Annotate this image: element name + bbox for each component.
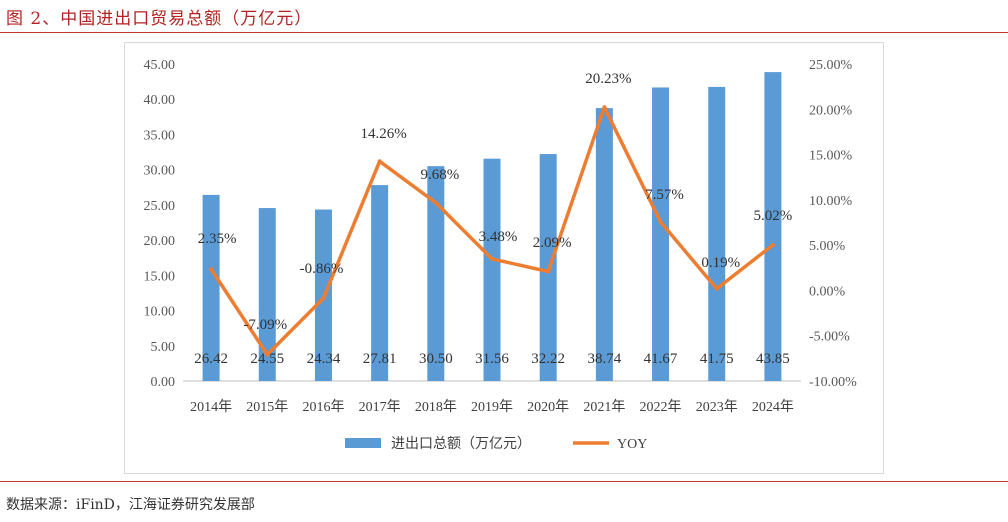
left-axis-tick-label: 5.00 [151,340,176,355]
x-axis-tick-label: 2017年 [359,399,401,415]
x-axis-tick-label: 2019年 [471,399,513,415]
right-axis-tick-label: 20.00% [809,103,853,118]
yoy-point [209,267,214,272]
bar [652,87,670,381]
right-axis-tick-label: 10.00% [809,194,853,209]
bar [708,86,726,381]
x-axis-tick-label: 2015年 [246,399,288,415]
bottom-divider [0,481,1008,482]
yoy-value-label: 5.02% [754,208,793,224]
yoy-value-label: 20.23% [585,71,631,87]
right-axis-tick-label: -10.00% [809,375,857,390]
left-axis-tick-label: 30.00 [144,164,176,179]
yoy-point [658,219,663,224]
bar-value-label: 30.50 [419,351,453,367]
left-axis-tick-label: 45.00 [144,58,176,73]
yoy-point [321,296,326,301]
legend-bar-label: 进出口总额（万亿元） [391,436,531,452]
x-axis-tick-label: 2024年 [752,399,794,415]
x-axis-tick-label: 2022年 [640,399,682,415]
yoy-value-label: 0.19% [701,255,740,271]
right-axis-tick-label: 25.00% [809,58,853,73]
bar-value-label: 43.85 [756,351,790,367]
bar [764,72,782,382]
yoy-value-label: 9.68% [420,167,459,183]
left-axis-tick-label: 10.00 [144,305,176,320]
x-axis-tick-label: 2023年 [696,399,738,415]
x-axis-tick-label: 2014年 [190,399,232,415]
yoy-point [714,286,719,291]
figure-title: 图 2、中国进出口贸易总额（万亿元） [6,9,313,29]
yoy-value-label: 3.48% [479,229,518,245]
yoy-point [770,242,775,247]
left-axis-tick-label: 0.00 [151,375,176,390]
bar [427,166,445,381]
x-axis-tick-label: 2021年 [583,399,625,415]
bar [595,108,613,382]
left-axis-tick-label: 35.00 [144,128,176,143]
trade-chart: 0.00 5.00 10.00 15.00 20.00 25.00 30.00 35.00 40… [144,58,858,452]
bar-value-label: 41.75 [700,351,734,367]
bar-value-label: 26.42 [194,351,228,367]
left-axis-tick-label: 40.00 [144,93,176,108]
left-axis-tick-label: 25.00 [144,199,176,214]
right-axis-tick-label: 15.00% [809,149,853,164]
yoy-point [377,159,382,164]
left-axis-tick-label: 15.00 [144,269,176,284]
bar-value-label: 24.55 [250,351,284,367]
yoy-value-label: 14.26% [361,126,407,142]
top-divider [0,32,1008,33]
yoy-point [265,352,270,357]
bar [483,158,501,381]
bar-value-label: 31.56 [475,351,509,367]
bar [371,185,389,381]
yoy-point [433,200,438,205]
x-axis-tick-label: 2018年 [415,399,457,415]
bar [202,194,220,381]
source-note: 数据来源：iFinD，江海证券研究发展部 [6,497,255,513]
legend-bar-swatch [345,438,381,448]
bar [258,208,276,381]
yoy-value-label: 7.57% [645,187,684,203]
legend-line-label: YOY [617,437,647,452]
bar-value-label: 41.67 [644,351,678,367]
left-axis-tick-label: 20.00 [144,234,176,249]
bar-value-label: 38.74 [587,351,621,367]
yoy-value-label: -0.86% [300,261,344,277]
yoy-value-label: 2.35% [198,231,237,247]
x-axis-tick-label: 2020年 [527,399,569,415]
yoy-point [546,269,551,274]
bar-value-label: 24.34 [307,351,341,367]
right-axis-tick-label: 0.00% [809,284,846,299]
bar-value-label: 32.22 [531,351,565,367]
yoy-point [490,256,494,261]
right-axis-tick-label: -5.00% [809,330,850,345]
right-axis-tick-label: 5.00% [809,239,846,254]
yoy-value-label: -7.09% [243,317,287,333]
bar-value-label: 27.81 [363,351,397,367]
chart-container: 0.00 5.00 10.00 15.00 20.00 25.00 30.00 35.00 40… [124,42,884,474]
yoy-point [602,105,607,110]
x-axis-tick-label: 2016年 [302,399,344,415]
yoy-value-label: 2.09% [533,235,572,251]
